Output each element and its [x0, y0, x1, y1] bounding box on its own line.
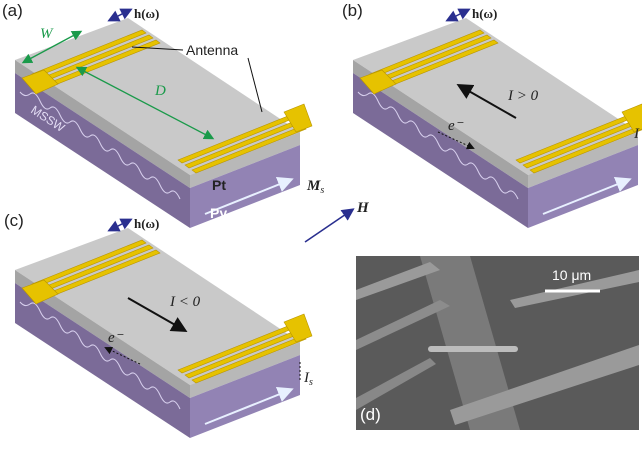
antenna-label: Antenna	[186, 42, 238, 58]
current-arrow	[127, 297, 188, 332]
symbol: I	[303, 370, 310, 386]
current-label: I < 0	[169, 294, 201, 310]
spin-current-label: I	[633, 126, 640, 142]
panel: (c) h(ω) I < 0 e⁻ Is	[4, 211, 313, 438]
panel-label: (a)	[2, 1, 23, 20]
pointer	[131, 46, 184, 51]
scale-label: 10 μm	[552, 267, 591, 283]
slab	[15, 220, 312, 438]
electron-label: e⁻	[448, 118, 464, 134]
width-label: W	[40, 26, 54, 42]
field-label: h(ω)	[134, 6, 159, 21]
sem-image: 10 μm (d)	[356, 256, 639, 430]
layer-label: Py	[210, 205, 227, 221]
field-label: h(ω)	[134, 216, 159, 231]
distance-arrow	[75, 66, 215, 140]
width-arrow	[21, 30, 83, 64]
subscript: s	[320, 185, 324, 196]
electron-arrow	[437, 131, 475, 150]
panel-label: (d)	[360, 405, 381, 424]
magnetization-label: Ms	[306, 178, 324, 196]
panel: (b) h(ω) I > 0 e⁻ I	[342, 1, 642, 228]
current-label: I > 0	[507, 88, 539, 104]
distance-label: D	[154, 83, 166, 99]
pointer	[247, 57, 263, 113]
electron-label: e⁻	[108, 330, 124, 346]
symbol: M	[306, 178, 321, 194]
panel-label: (c)	[4, 211, 24, 230]
subscript: s	[309, 377, 313, 388]
field-label: h(ω)	[472, 6, 497, 21]
slab	[353, 10, 642, 228]
field-arrow	[304, 208, 355, 243]
current-arrow	[456, 84, 517, 119]
spin-current-label: Is	[303, 370, 313, 388]
field-label: H	[356, 200, 370, 216]
layer-label: Pt	[212, 177, 226, 193]
panel-label: (b)	[342, 1, 363, 20]
